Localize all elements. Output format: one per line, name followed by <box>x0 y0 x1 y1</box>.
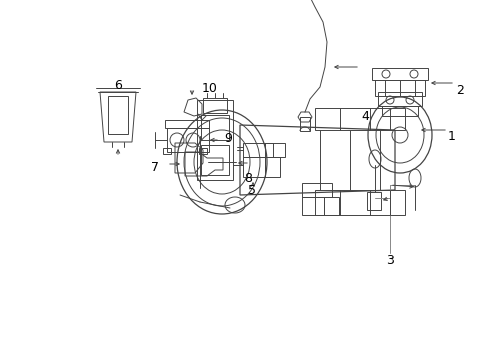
Bar <box>197 100 232 180</box>
Text: 4: 4 <box>360 109 368 122</box>
Bar <box>163 148 171 154</box>
Bar <box>167 128 208 152</box>
Bar <box>199 148 206 154</box>
Bar <box>108 96 128 134</box>
Bar <box>201 145 228 175</box>
Text: 8: 8 <box>244 171 251 185</box>
Bar <box>371 68 427 80</box>
Bar <box>302 183 331 197</box>
Text: 3: 3 <box>385 253 393 266</box>
Bar <box>374 80 424 96</box>
Bar <box>314 190 404 215</box>
Bar <box>264 143 285 157</box>
Bar <box>314 108 404 130</box>
Bar <box>201 115 228 140</box>
Text: 10: 10 <box>202 81 218 95</box>
Text: 9: 9 <box>224 131 231 144</box>
Bar <box>243 143 272 157</box>
Text: 5: 5 <box>247 184 256 197</box>
Bar <box>264 157 280 177</box>
Text: 1: 1 <box>447 130 455 143</box>
Bar <box>366 192 380 210</box>
Bar <box>324 197 338 215</box>
Bar <box>377 92 421 106</box>
Text: 2: 2 <box>455 84 463 96</box>
Bar <box>299 117 309 131</box>
Text: 6: 6 <box>114 78 122 91</box>
Text: 7: 7 <box>151 161 159 174</box>
Bar <box>164 120 208 128</box>
Bar <box>203 98 226 113</box>
Bar <box>243 157 264 177</box>
Bar <box>381 106 417 116</box>
Bar <box>302 197 324 215</box>
